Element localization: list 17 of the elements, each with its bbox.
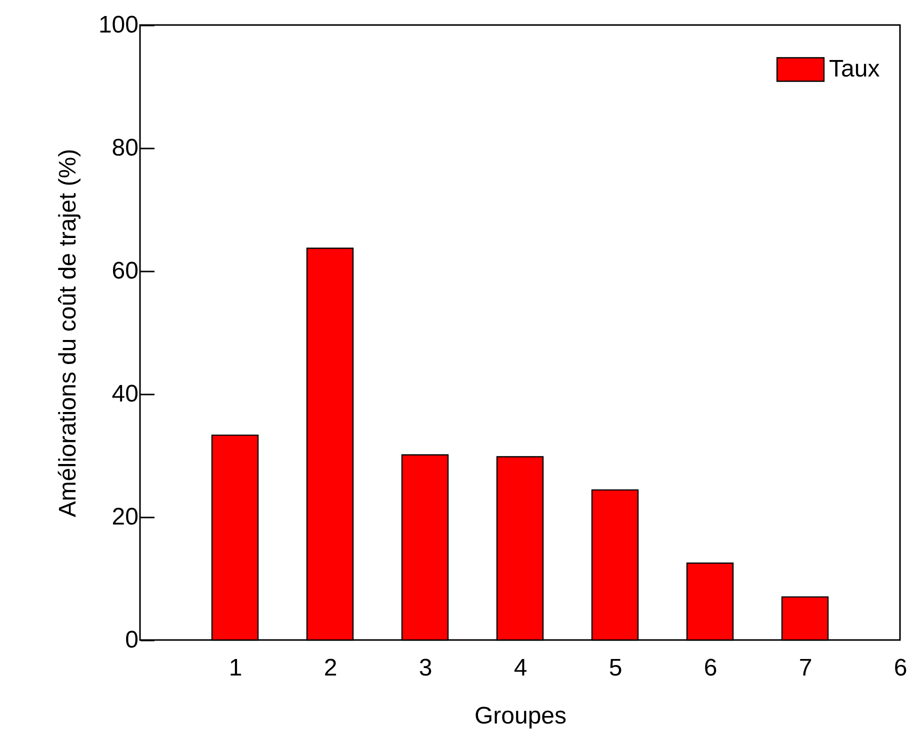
y-tick-label: 100 [98, 12, 138, 38]
x-tick-label: 2 [324, 654, 338, 682]
x-tick-label: 6 [894, 654, 908, 682]
x-tick-label: 6 [704, 654, 718, 682]
y-axis-title: Améliorations du coût de trajet (%) [54, 148, 82, 518]
y-tick-label: 80 [112, 134, 138, 162]
x-tick-label: 7 [798, 654, 812, 682]
y-tick-label: 0 [125, 626, 138, 654]
legend-label: Taux [829, 56, 880, 82]
x-tick-label: 1 [228, 654, 242, 682]
x-tick-label: 4 [514, 654, 528, 682]
y-tick-label: 40 [112, 380, 138, 408]
x-axis-title: Groupes [474, 702, 567, 730]
x-tick-label: 3 [418, 654, 432, 682]
x-tick-label: 5 [608, 654, 622, 682]
y-tick-label: 60 [112, 258, 138, 284]
y-tick-label: 20 [112, 504, 138, 530]
